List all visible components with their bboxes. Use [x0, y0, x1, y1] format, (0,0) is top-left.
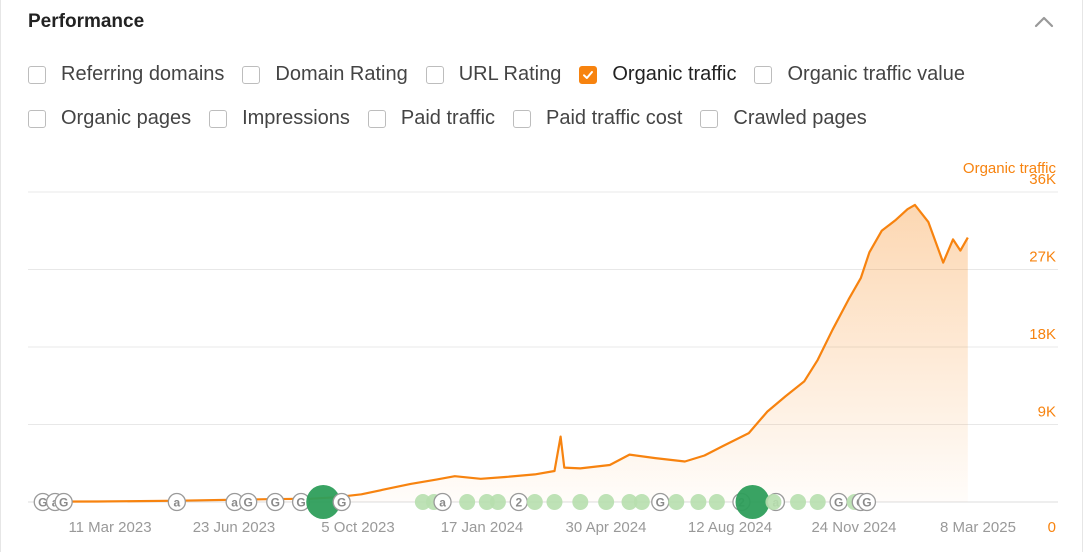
- annotation-label: G: [296, 496, 305, 510]
- annotation-label: G: [271, 496, 280, 510]
- checkbox-label: Organic pages: [61, 107, 192, 129]
- annotation-marker: [708, 494, 725, 510]
- checkbox-unchecked-icon[interactable]: [754, 65, 773, 84]
- annotation-marker: [478, 494, 495, 510]
- annotation-marker: [790, 494, 807, 510]
- annotation-marker: [690, 494, 707, 510]
- y-tick-label: 36K: [1029, 171, 1056, 188]
- checkbox-organic-traffic-value[interactable]: Organic traffic value: [754, 63, 965, 86]
- annotation-marker: [54, 492, 73, 512]
- y-tick-label: 9K: [1038, 404, 1056, 421]
- annotation-label: G: [337, 496, 346, 510]
- annotation-marker: [621, 494, 638, 510]
- checkbox-unchecked-icon[interactable]: [28, 65, 46, 84]
- checkbox-unchecked-icon[interactable]: [209, 109, 228, 128]
- y-tick-label: 18K: [1029, 326, 1056, 343]
- annotation-marker: [765, 494, 782, 510]
- x-tick-label: 11 Mar 2023: [68, 519, 151, 536]
- annotation-marker: [414, 494, 431, 510]
- checkbox-label: Crawled pages: [733, 107, 867, 129]
- annotation-marker: [633, 494, 650, 510]
- y-tick-label: 27K: [1029, 249, 1056, 266]
- annotation-marker: [459, 494, 476, 510]
- checkbox-checked-icon[interactable]: [579, 65, 598, 84]
- annotation-label: G: [38, 496, 47, 510]
- checkbox-paid-traffic[interactable]: Paid traffic: [367, 107, 496, 130]
- x-tick-label: 17 Jan 2024: [441, 519, 524, 536]
- metric-checkboxes-row-2: Organic pages Impressions Paid traffic Paid…: [28, 107, 885, 130]
- checkbox-domain-rating[interactable]: Domain Rating: [242, 63, 408, 86]
- annotation-label: G: [59, 496, 68, 510]
- annotation-label: G: [656, 496, 665, 510]
- annotation-marker: [433, 492, 452, 512]
- annotation-marker: [239, 492, 258, 512]
- annotation-marker: [572, 494, 589, 510]
- x-tick-label: 12 Aug 2024: [688, 519, 772, 536]
- x-tick-label: 30 Apr 2024: [566, 519, 647, 536]
- checkbox-label: Paid traffic cost: [546, 107, 683, 129]
- series-area-organic-traffic: [42, 204, 968, 502]
- annotation-marker: [598, 494, 615, 510]
- checkbox-organic-pages[interactable]: Organic pages: [28, 107, 191, 130]
- metric-checkboxes-row-1: Referring domains Domain Rating URL Rating…: [28, 63, 983, 86]
- annotation-marker-large: [306, 485, 341, 519]
- checkbox-unchecked-icon[interactable]: [367, 109, 386, 128]
- annotation-label: G: [244, 496, 253, 510]
- x-tick-label: 5 Oct 2023: [321, 519, 394, 536]
- annotation-label: G: [834, 496, 843, 510]
- checkbox-label: Paid traffic: [400, 107, 496, 129]
- checkbox-crawled-pages[interactable]: Crawled pages: [700, 107, 867, 130]
- annotation-marker: [266, 492, 285, 512]
- checkbox-unchecked-icon[interactable]: [28, 109, 46, 128]
- annotation-marker: [332, 492, 351, 512]
- checkbox-organic-traffic[interactable]: Organic traffic: [579, 63, 736, 86]
- annotation-markers: GaGaaGGGGa2G2aGGG: [33, 485, 877, 519]
- annotation-label: G: [862, 496, 871, 510]
- annotation-marker: [809, 494, 826, 510]
- annotation-label: a: [231, 496, 238, 510]
- chevron-up-icon[interactable]: [1033, 12, 1055, 32]
- checkbox-label: URL Rating: [458, 63, 562, 85]
- annotation-label: a: [173, 496, 180, 510]
- series-line-organic-traffic: [42, 203, 969, 503]
- checkbox-paid-traffic-cost[interactable]: Paid traffic cost: [513, 107, 682, 130]
- annotation-label: a: [439, 496, 446, 510]
- annotation-marker-large: [735, 485, 770, 519]
- annotation-marker: [489, 494, 506, 510]
- checkbox-unchecked-icon[interactable]: [700, 109, 719, 128]
- annotation-marker: [857, 492, 877, 512]
- checkbox-unchecked-icon[interactable]: [242, 65, 261, 84]
- checkbox-label: Organic traffic: [612, 63, 737, 85]
- checkbox-unchecked-icon[interactable]: [425, 65, 444, 84]
- checkbox-label: Impressions: [242, 107, 350, 129]
- annotation-marker: [546, 494, 563, 510]
- x-tick-label: 8 Mar 2025: [940, 519, 1016, 536]
- annotation-marker: [526, 494, 543, 510]
- checkbox-label: Referring domains: [61, 63, 225, 85]
- y-tick-label: 0: [1048, 519, 1056, 536]
- annotation-marker: [668, 494, 685, 510]
- checkbox-referring-domains[interactable]: Referring domains: [28, 63, 224, 86]
- x-tick-label: 23 Jun 2023: [193, 519, 276, 536]
- annotation-label: 2: [515, 496, 522, 510]
- x-tick-label: 24 Nov 2024: [811, 519, 896, 536]
- checkbox-impressions[interactable]: Impressions: [209, 107, 350, 130]
- panel-title: Performance: [28, 11, 145, 32]
- y-axis-title: Organic traffic: [963, 160, 1057, 177]
- checkbox-unchecked-icon[interactable]: [513, 109, 532, 128]
- checkbox-url-rating[interactable]: URL Rating: [425, 63, 562, 86]
- annotation-marker: [167, 492, 186, 512]
- checkbox-label: Domain Rating: [275, 63, 408, 85]
- checkbox-label: Organic traffic value: [787, 63, 965, 85]
